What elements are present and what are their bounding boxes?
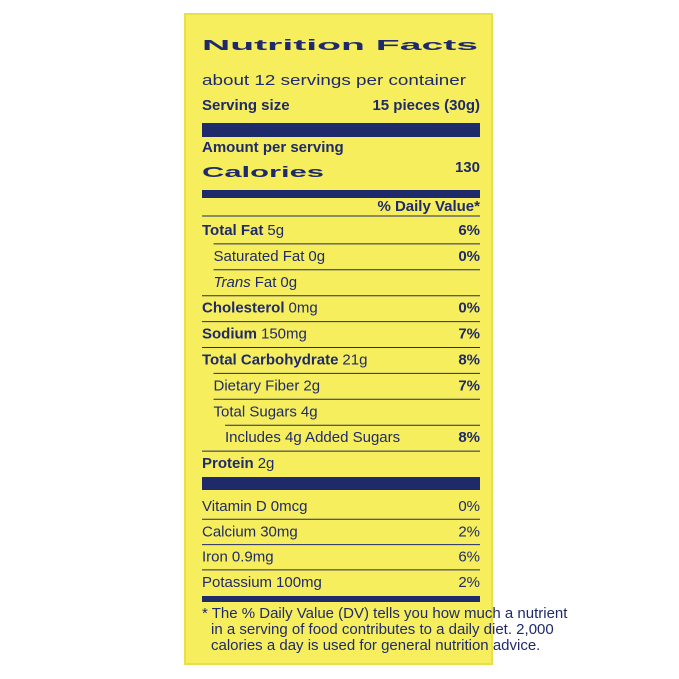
vitamin-amount: 0.9mg (232, 549, 274, 566)
label-panel (184, 13, 493, 665)
footnote-line: calories a day is used for general nutri… (211, 637, 540, 654)
nutrient-dv: 8% (458, 429, 480, 446)
serving-size-value: 15 pieces (30g) (372, 97, 480, 114)
medium-rule (202, 596, 480, 602)
nutrient-name: Saturated Fat (214, 248, 306, 265)
nutrient-row: Total Sugars 4g (214, 403, 318, 420)
vitamin-row: Calcium 30mg (202, 523, 298, 540)
calories-value: 130 (455, 159, 480, 176)
vitamin-name: Iron (202, 549, 228, 566)
nutrient-amount: 5g (267, 222, 284, 239)
vitamin-amount: 30mg (260, 523, 298, 540)
nutrient-row: Total Carbohydrate 21g (202, 351, 367, 368)
thick-rule (202, 477, 480, 490)
nutrient-dv: 8% (458, 351, 480, 368)
nutrient-name: Cholesterol (202, 300, 285, 317)
nutrient-amount: 2g (258, 455, 275, 472)
vitamin-amount: 100mg (276, 574, 322, 591)
dv-header: % Daily Value* (377, 198, 480, 215)
nutrient-amount: 0mg (289, 300, 318, 317)
nutrient-amount: 4g (301, 403, 318, 420)
nutrient-row: Protein 2g (202, 455, 274, 472)
nutrient-amount: 150mg (261, 326, 307, 343)
vitamin-row: Vitamin D 0mcg (202, 498, 307, 515)
vitamin-dv: 2% (458, 523, 480, 540)
nutrient-dv: 0% (458, 248, 480, 265)
calories-label: Calories (202, 164, 324, 181)
title: Nutrition Facts (202, 37, 478, 54)
footnote-line: in a serving of food contributes to a da… (211, 621, 554, 638)
nutrient-name: Total Fat (202, 222, 263, 239)
nutrient-dv: 7% (458, 326, 480, 343)
nutrient-row: Total Fat 5g (202, 222, 284, 239)
nutrient-amount: 21g (342, 351, 367, 368)
vitamin-dv: 6% (458, 549, 480, 566)
nutrient-row: Dietary Fiber 2g (214, 377, 321, 394)
nutrient-name: Sodium (202, 326, 257, 343)
vitamin-dv: 0% (458, 498, 480, 515)
vitamin-name: Potassium (202, 574, 272, 591)
amount-label: Amount per serving (202, 139, 344, 156)
nutrient-name: Dietary Fiber (214, 377, 300, 394)
vitamin-name: Calcium (202, 523, 256, 540)
thick-rule (202, 123, 480, 137)
vitamin-row: Iron 0.9mg (202, 549, 274, 566)
nutrient-row: Sodium 150mg (202, 326, 307, 343)
vitamin-amount: 0mcg (271, 498, 308, 515)
serving-size-label: Serving size (202, 97, 290, 114)
nutrient-row: Cholesterol 0mg (202, 300, 318, 317)
nutrient-amount: 0g (308, 248, 325, 265)
vitamin-name: Vitamin D (202, 498, 267, 515)
nutrient-dv: 0% (458, 300, 480, 317)
nutrient-name-italic: Trans (214, 274, 252, 291)
vitamin-dv: 2% (458, 574, 480, 591)
footnote-line: * The % Daily Value (DV) tells you how m… (202, 605, 568, 622)
servings: about 12 servings per container (202, 72, 466, 89)
nutrient-name: Total Sugars (214, 403, 297, 420)
medium-rule (202, 190, 480, 198)
nutrient-name: Total Carbohydrate (202, 351, 338, 368)
vitamin-row: Potassium 100mg (202, 574, 322, 591)
nutrient-row: Includes 4g Added Sugars (225, 429, 400, 446)
nutrient-name: Fat (255, 274, 278, 291)
nutrient-name: Protein (202, 455, 254, 472)
nutrient-row: Saturated Fat 0g (214, 248, 326, 265)
nutrient-name: Includes 4g Added Sugars (225, 429, 400, 446)
nutrient-row: Trans Fat 0g (214, 274, 298, 291)
nutrient-amount: 0g (280, 274, 297, 291)
nutrient-amount: 2g (303, 377, 320, 394)
nutrient-dv: 7% (458, 377, 480, 394)
nutrient-dv: 6% (458, 222, 480, 239)
